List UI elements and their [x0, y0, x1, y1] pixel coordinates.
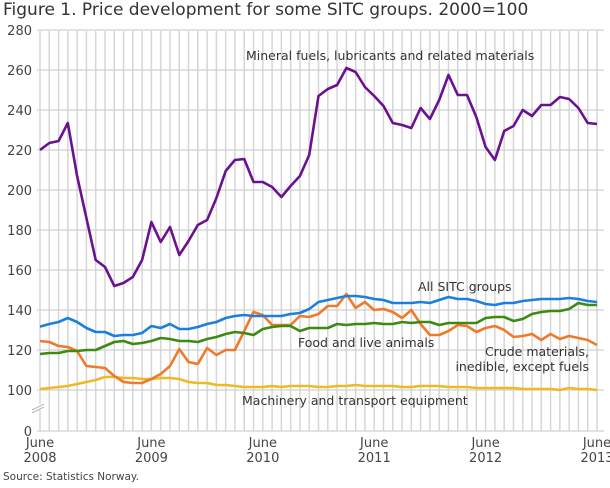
x-tick-label: June 2013 — [580, 436, 610, 466]
y-tick-label: 240 — [7, 104, 32, 119]
y-tick-label: 160 — [7, 264, 32, 279]
chart-title: Figure 1. Price development for some SIT… — [3, 0, 529, 20]
series-label: Food and live animals — [298, 335, 434, 350]
y-tick-label: 140 — [7, 304, 32, 319]
x-tick-label: June 2010 — [246, 436, 279, 466]
y-tick-label: 180 — [7, 224, 32, 239]
y-tick-label: 0 — [24, 425, 32, 440]
y-tick-label: 280 — [7, 24, 32, 39]
x-tick-label: June 2009 — [135, 436, 168, 466]
x-tick-label: June 2008 — [23, 436, 56, 466]
series-line-4 — [39, 375, 598, 392]
series-line-3 — [39, 292, 598, 385]
x-tick-label: June 2012 — [469, 436, 502, 466]
y-tick-label: 220 — [7, 144, 32, 159]
series-label: Mineral fuels, lubricants and related ma… — [246, 48, 534, 63]
series-label: All SITC groups — [418, 279, 512, 294]
series-line-0 — [39, 66, 598, 288]
y-tick-label: 260 — [7, 64, 32, 79]
y-tick-label: 200 — [7, 184, 32, 199]
x-tick-label: June 2011 — [358, 436, 391, 466]
axis-break-mark — [31, 403, 45, 411]
source-note: Source: Statistics Norway. — [3, 471, 139, 483]
axis-break-mark — [31, 406, 45, 414]
series-line-1 — [39, 294, 598, 338]
series-line-2 — [39, 301, 597, 356]
y-tick-label: 120 — [7, 344, 32, 359]
series-label: Crude materials, inedible, except fuels — [455, 344, 589, 374]
series-label: Machinery and transport equipment — [242, 393, 468, 408]
y-tick-label: 100 — [7, 384, 32, 399]
